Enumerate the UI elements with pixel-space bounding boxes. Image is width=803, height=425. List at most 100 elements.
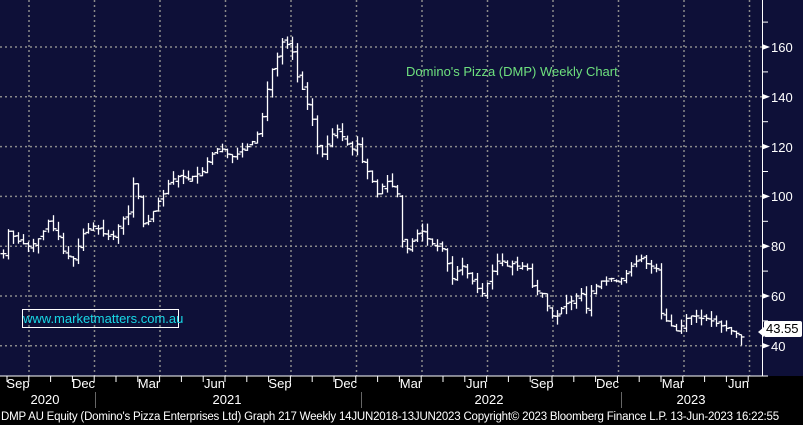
price-bar [219,143,226,153]
price-bar [474,272,481,294]
year-label: 2022 [474,392,504,407]
price-bar [509,260,516,276]
price-bar [469,272,476,285]
price-bar [244,143,251,151]
price-bar [115,224,122,244]
price-bar [439,241,446,252]
price-bar [668,314,675,327]
y-tick-label: 80 [771,239,786,255]
watermark-link[interactable]: www.marketmatters.com.au [22,309,184,328]
price-bar [175,175,182,188]
price-bar [489,264,496,290]
y-tick-arrow [762,193,770,200]
year-divider [621,392,622,408]
price-bar [618,277,625,285]
price-bar [364,158,371,180]
price-bar [324,135,331,160]
price-bar [309,98,316,127]
price-bar [150,210,157,223]
price-bar [125,205,132,226]
price-bar [534,279,541,296]
price-bar [194,166,201,184]
price-bar [274,52,281,77]
price-bar [459,257,466,276]
year-label: 2021 [212,392,242,407]
price-bar [444,248,451,272]
price-bar [294,43,301,83]
price-bar [239,142,246,158]
x-tick-label: Dec [595,376,620,391]
price-bar [90,222,97,231]
y-tick-arrow [762,243,770,250]
price-bar [284,36,291,49]
price-bar [35,238,42,254]
x-tick-label: Sep [530,376,554,391]
price-bar [95,224,102,235]
footer-info: DMP AU Equity (Domino's Pizza Enterprise… [1,411,779,423]
y-tick-label: 60 [771,289,786,304]
price-bar [613,279,620,283]
price-bar [85,223,92,234]
chart-title: Domino's Pizza (DMP) Weekly Chart [406,64,618,79]
price-bar [55,221,62,241]
price-bar [633,255,640,268]
price-bar [249,140,256,146]
price-bar [583,286,590,314]
price-bar [120,216,127,235]
price-bar [563,294,570,315]
x-tick-label: Jun [728,376,749,391]
y-tick-arrow [762,93,770,100]
price-bar [135,183,142,200]
price-bar [479,283,486,297]
price-bar [663,308,670,322]
y-tick-label: 160 [771,40,793,55]
price-bar [0,249,7,259]
price-bar [429,238,436,246]
x-tick-label: Mar [137,376,161,391]
price-bar [269,68,276,98]
price-bar [673,323,680,332]
price-bar [155,197,162,212]
price-bar [60,232,67,255]
price-bar [25,241,32,253]
y-tick-arrow [762,143,770,150]
price-bar [643,255,650,269]
x-tick-label: Dec [71,376,96,391]
price-bar [733,330,740,338]
y-tick-label: 100 [771,189,793,205]
price-bar [170,171,177,185]
price-bar [723,320,730,332]
y-tick-label: 120 [771,139,793,155]
y-tick-arrow [762,342,770,349]
price-bar [234,147,241,160]
price-bar [140,195,147,228]
price-bar [524,263,531,271]
price-bar [658,263,665,320]
price-bar [713,315,720,327]
price-bar [529,263,536,288]
price-bar [389,173,396,188]
price-bar [229,153,236,164]
price-bar [573,293,580,309]
price-bar [544,293,551,312]
x-tick-label: Jun [204,376,225,391]
price-bar [185,170,192,181]
price-bar [110,230,117,241]
x-tick-label: Sep [6,376,30,391]
price-bar [384,174,391,193]
price-bar [693,309,700,323]
price-bar [264,81,271,122]
price-bar [678,319,685,334]
year-divider [361,392,362,408]
x-tick-label: Jun [466,376,487,391]
price-bar [70,256,77,267]
price-bar [598,280,605,290]
price-bar [40,230,47,241]
price-bar [578,288,585,302]
y-tick-label: 40 [771,338,786,354]
price-bar [329,128,336,148]
price-bar [214,147,221,155]
price-bar [424,223,431,246]
price-bar [648,259,655,274]
price-bar [514,256,521,271]
